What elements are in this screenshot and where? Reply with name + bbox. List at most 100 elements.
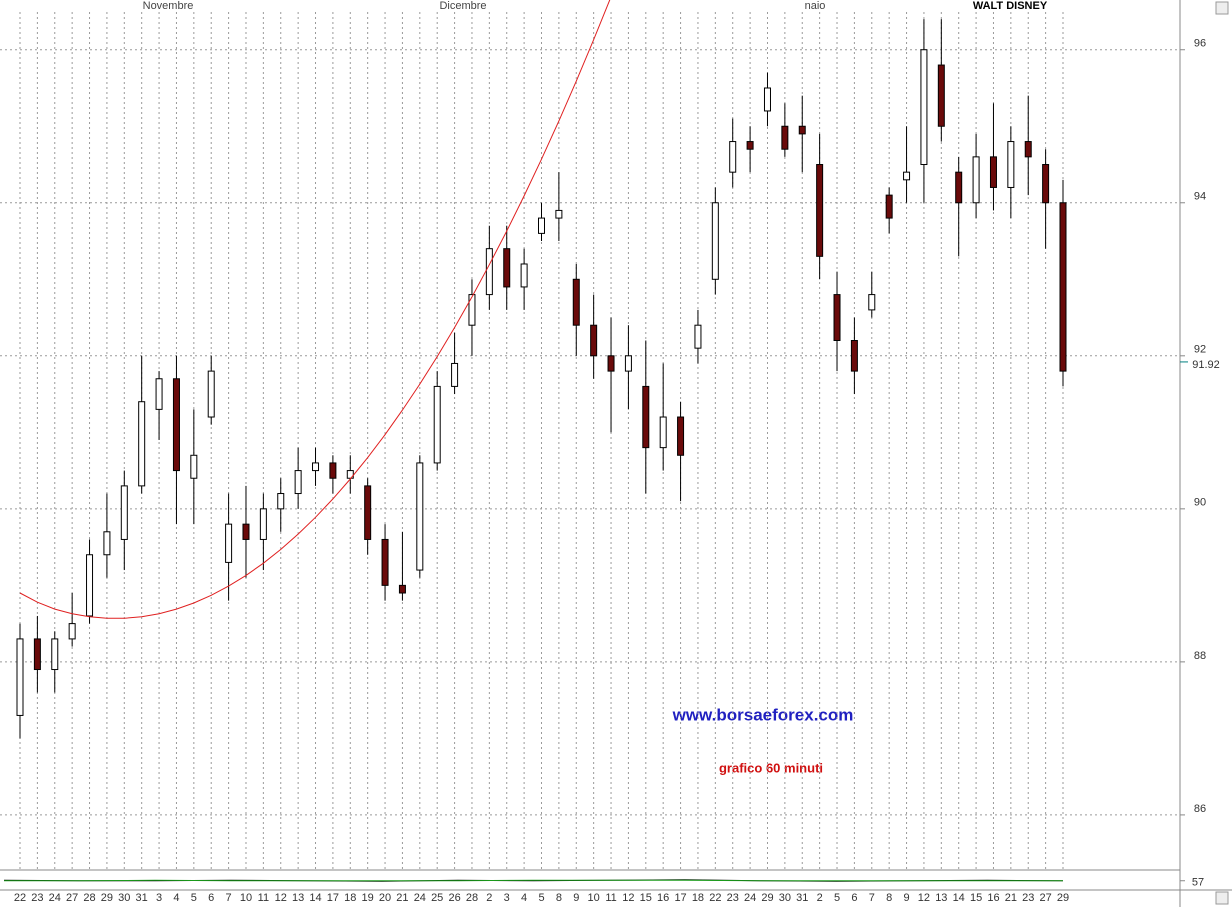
x-tick-label: 23 <box>727 892 739 904</box>
y-tick-label: 96 <box>1194 38 1206 50</box>
candle-body <box>242 523 250 540</box>
candle-body <box>138 401 146 487</box>
x-tick-label: 12 <box>275 892 287 904</box>
x-tick-label: 31 <box>136 892 148 904</box>
candle-body <box>172 378 180 472</box>
candle-body <box>190 454 198 479</box>
x-tick-label: 23 <box>31 892 43 904</box>
x-tick-label: 5 <box>538 892 544 904</box>
x-tick-label: 19 <box>362 892 374 904</box>
candle-body <box>850 340 858 372</box>
x-tick-label: 2 <box>817 892 823 904</box>
x-tick-label: 11 <box>605 892 616 904</box>
x-tick-label: 2 <box>486 892 492 904</box>
trendline <box>19 0 611 619</box>
candle-body <box>416 462 424 571</box>
candle-body <box>398 584 406 594</box>
candle-body <box>277 493 285 510</box>
x-tick-label: 8 <box>886 892 892 904</box>
y-tick-label: 90 <box>1194 497 1206 509</box>
x-tick-label: 6 <box>208 892 214 904</box>
x-tick-label: 10 <box>240 892 252 904</box>
x-tick-label: 5 <box>191 892 197 904</box>
x-tick-label: 12 <box>918 892 930 904</box>
candle-body <box>468 294 476 326</box>
candle-body <box>763 87 771 112</box>
x-tick-label: 30 <box>118 892 130 904</box>
x-tick-label: 15 <box>970 892 982 904</box>
x-tick-label: 18 <box>692 892 704 904</box>
x-tick-label: 28 <box>466 892 478 904</box>
annotation: grafico 60 minuti <box>719 760 823 775</box>
y-tick-label: 86 <box>1194 803 1206 815</box>
candle-body <box>259 508 267 540</box>
x-tick-label: 29 <box>101 892 113 904</box>
x-tick-label: 5 <box>834 892 840 904</box>
candle-body <box>955 171 963 204</box>
candle-body <box>885 194 893 219</box>
candle-body <box>312 462 320 472</box>
candle-body <box>120 485 128 540</box>
month-label: Dicembre <box>439 0 486 12</box>
x-tick-label: 4 <box>173 892 179 904</box>
x-tick-label: 3 <box>156 892 162 904</box>
candle-body <box>51 638 59 671</box>
x-tick-label: 21 <box>396 892 408 904</box>
x-tick-label: 28 <box>83 892 95 904</box>
x-tick-label: 17 <box>327 892 339 904</box>
x-tick-label: 13 <box>292 892 304 904</box>
x-tick-label: 17 <box>674 892 686 904</box>
candle-body <box>868 294 876 311</box>
toolbar-icon[interactable] <box>1215 1 1229 15</box>
x-tick-label: 25 <box>431 892 443 904</box>
candle-body <box>103 531 111 556</box>
candle-body <box>433 385 441 464</box>
x-tick-label: 27 <box>1039 892 1051 904</box>
x-tick-label: 24 <box>744 892 756 904</box>
y-tick-label: 94 <box>1194 191 1206 203</box>
x-tick-label: 6 <box>851 892 857 904</box>
candle-body <box>920 49 928 166</box>
candle-body <box>503 248 511 288</box>
x-tick-label: 10 <box>588 892 600 904</box>
candle-body <box>155 378 163 410</box>
candle-body <box>729 141 737 173</box>
x-tick-label: 29 <box>1057 892 1069 904</box>
y-tick-label: 92 <box>1194 344 1206 356</box>
candle-body <box>694 324 702 349</box>
candle-body <box>711 202 719 280</box>
x-tick-label: 22 <box>709 892 721 904</box>
month-label: Novembre <box>143 0 194 12</box>
candle-body <box>294 470 302 495</box>
candle-body <box>903 171 911 181</box>
toolbar-icon[interactable] <box>1215 891 1229 905</box>
candle-body <box>677 416 685 456</box>
x-tick-label: 21 <box>1005 892 1017 904</box>
candle-body <box>659 416 667 449</box>
candles <box>16 19 1067 739</box>
candle-body <box>572 278 580 326</box>
candle-body <box>207 370 215 418</box>
candle-body <box>68 623 76 640</box>
candle-body <box>746 141 754 150</box>
candle-body <box>1024 141 1032 158</box>
candle-body <box>1007 141 1015 188</box>
indicator-tick-label: 57 <box>1192 877 1204 889</box>
candle-body <box>555 209 563 219</box>
x-tick-label: 30 <box>779 892 791 904</box>
candle-body <box>642 385 650 449</box>
x-tick-label: 15 <box>640 892 652 904</box>
x-tick-label: 8 <box>556 892 562 904</box>
x-tick-label: 9 <box>903 892 909 904</box>
y-tick-label: 88 <box>1194 650 1206 662</box>
candle-body <box>989 156 997 188</box>
x-tick-label: 9 <box>573 892 579 904</box>
candle-body <box>364 485 372 540</box>
candle-body <box>520 263 528 288</box>
x-tick-label: 24 <box>414 892 426 904</box>
x-tick-label: 13 <box>935 892 947 904</box>
candle-body <box>381 538 389 586</box>
x-tick-label: 29 <box>761 892 773 904</box>
candle-body <box>86 554 94 617</box>
